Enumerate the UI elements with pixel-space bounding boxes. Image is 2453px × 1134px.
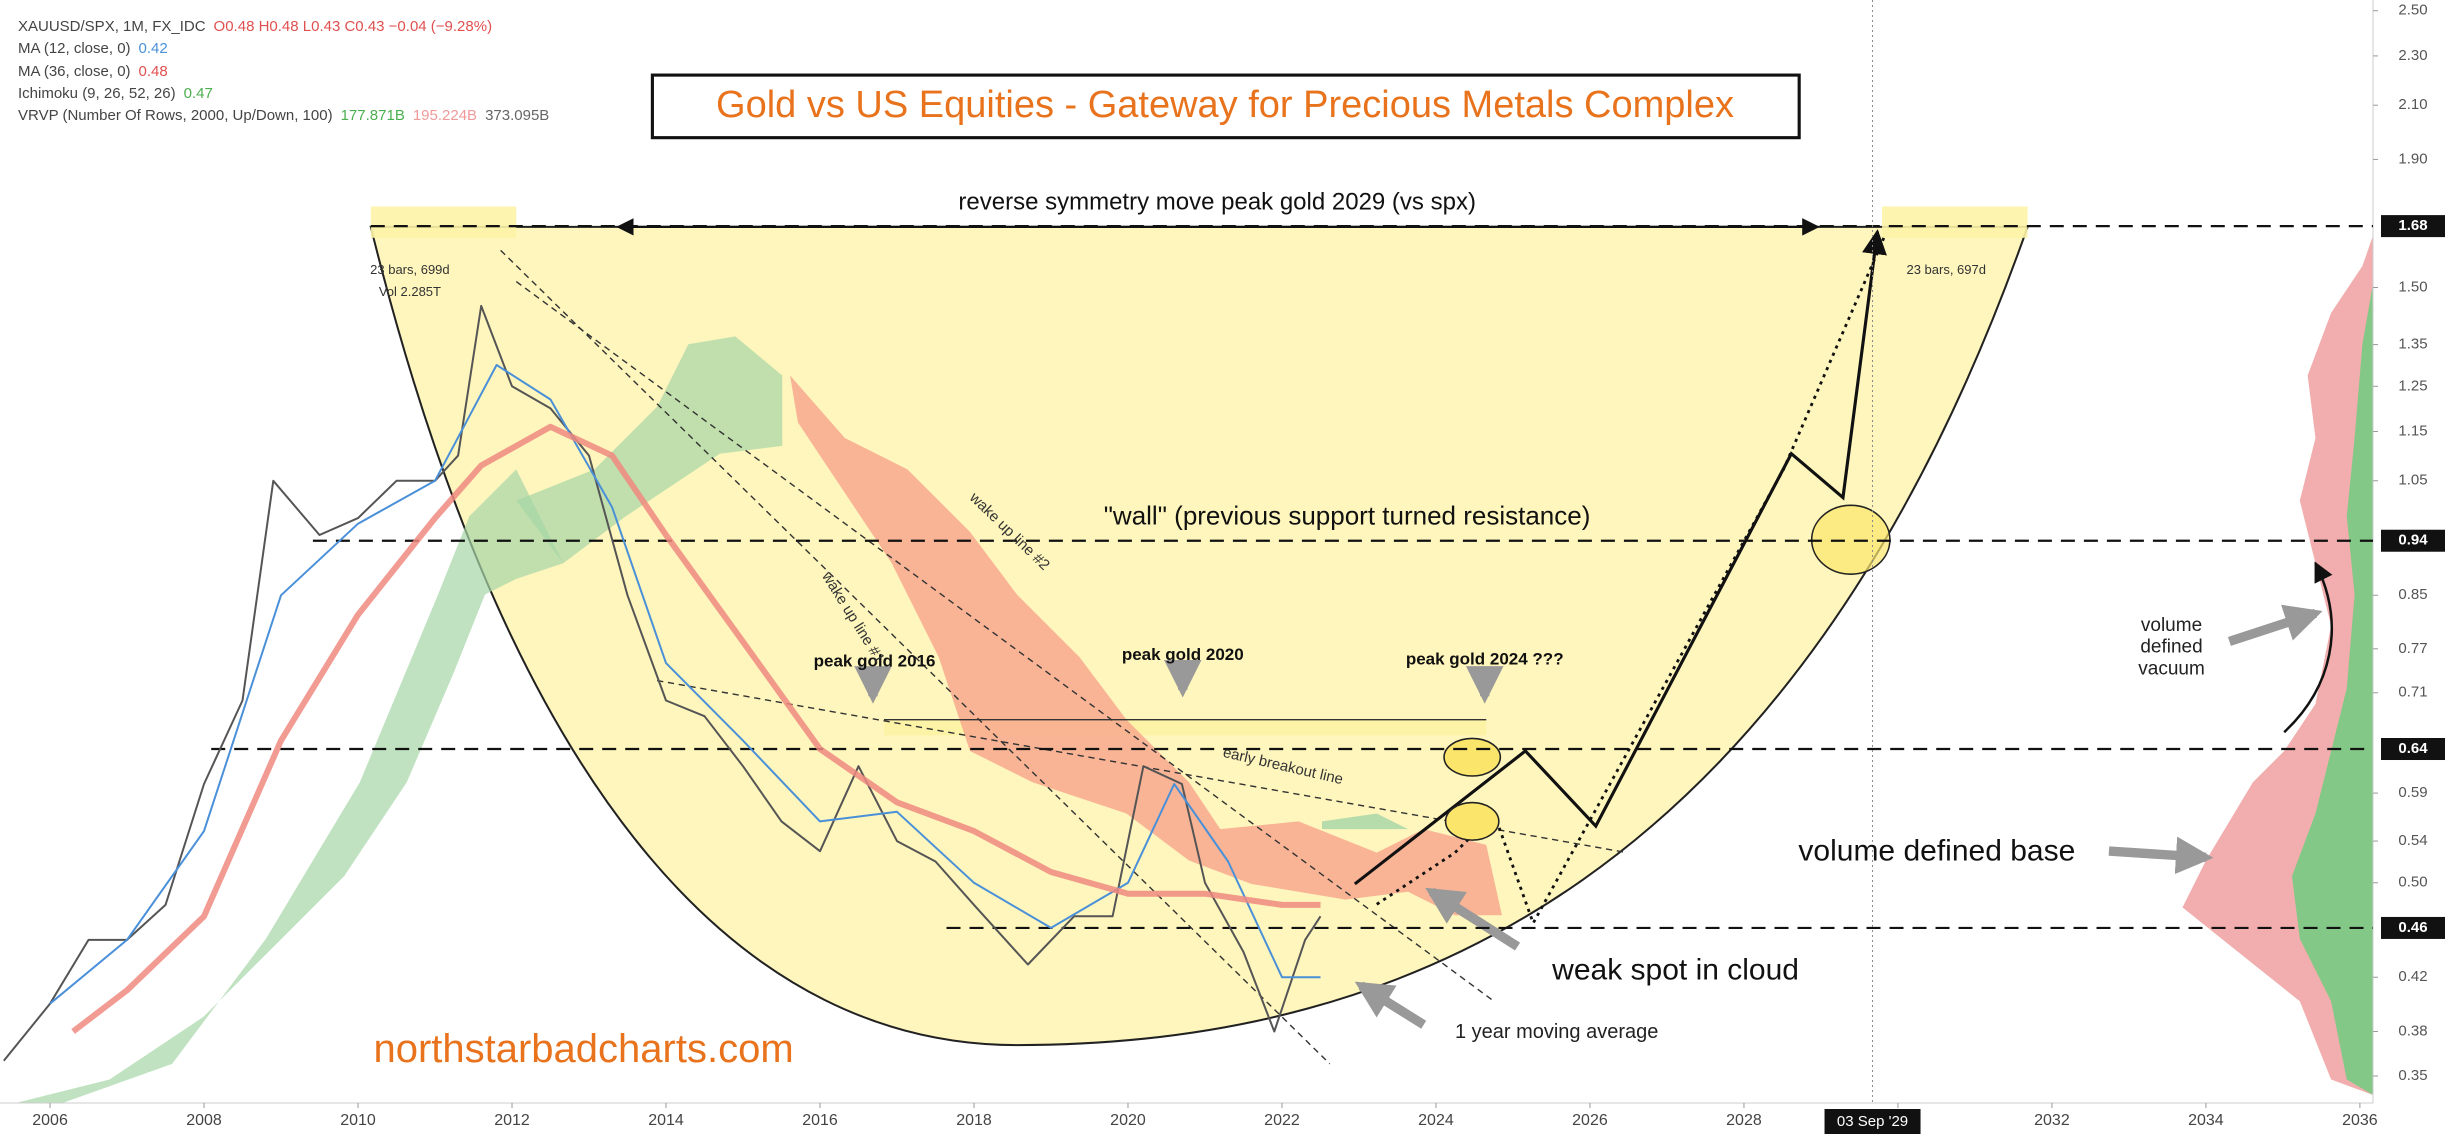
y-tick-label: 2.30: [2398, 47, 2427, 64]
y-tick-label: 0.54: [2398, 832, 2427, 849]
legend-reading: 0.42: [139, 40, 168, 57]
annotation: weak spot in cloud: [1551, 953, 1799, 986]
annotation: 23 bars, 697d: [1906, 262, 1986, 277]
x-tick-label: 2006: [32, 1112, 68, 1129]
legend-reading: 0.48: [139, 63, 168, 80]
x-tick-label: 2020: [1110, 1112, 1146, 1129]
legend-row: VRVP (Number Of Rows, 2000, Up/Down, 100…: [18, 107, 549, 124]
cursor-label: 03 Sep '29: [1837, 1113, 1908, 1130]
x-tick-label: 2014: [648, 1112, 684, 1129]
annotation: peak gold 2020: [1122, 645, 1244, 664]
annotation: 23 bars, 699d: [370, 262, 450, 277]
y-tick-label: 1.90: [2398, 150, 2427, 167]
pointer-arrows: [854, 604, 2323, 1029]
legend-row: XAUUSD/SPX, 1M, FX_IDC O0.48 H0.48 L0.43 …: [18, 18, 492, 35]
x-tick-label: 2016: [802, 1112, 838, 1129]
annotation: Vol 2.285T: [379, 284, 441, 299]
vacuum-arrow: [2283, 561, 2333, 734]
legend-reading: O0.48 H0.48 L0.43 C0.43 −0.04 (−9.28%): [214, 18, 493, 35]
level-label: 0.64: [2398, 740, 2428, 757]
x-tick-label: 2022: [1264, 1112, 1300, 1129]
volume-profile: [2182, 234, 2374, 1096]
x-tick-label: 2028: [1726, 1112, 1762, 1129]
x-tick-label: 2034: [2188, 1112, 2224, 1129]
green-cloud: [1322, 813, 1409, 830]
annotation: northstarbadcharts.com: [373, 1027, 793, 1071]
level-label: 0.46: [2398, 919, 2427, 936]
x-tick-label: 2032: [2034, 1112, 2070, 1129]
x-tick-label: 2018: [956, 1112, 992, 1129]
level-badge: [2381, 738, 2445, 761]
y-tick-label: 1.35: [2398, 336, 2427, 353]
level-badge: [2381, 215, 2445, 238]
y-tick-label: 0.42: [2398, 968, 2427, 985]
green-cloud: [516, 336, 783, 564]
chart-title: Gold vs US Equities - Gateway for Precio…: [716, 84, 1734, 126]
y-tick-label: 2.10: [2398, 96, 2427, 113]
legend-reading: 373.095B: [485, 107, 549, 124]
annotation: volume defined base: [1798, 835, 2075, 868]
y-tick-label: 0.50: [2398, 874, 2427, 891]
cup-top-left: [370, 206, 517, 238]
x-tick-label: 2010: [340, 1112, 376, 1129]
series-line: [71, 423, 1321, 1034]
y-tick-label: 0.77: [2398, 640, 2427, 657]
legend-name: MA (36, close, 0): [18, 63, 131, 80]
y-tick-label: 0.35: [2398, 1067, 2427, 1084]
level-label: 1.68: [2398, 217, 2427, 234]
y-tick-label: 1.15: [2398, 422, 2427, 439]
x-tick-label: 2036: [2342, 1112, 2378, 1129]
legend-name: VRVP (Number Of Rows, 2000, Up/Down, 100…: [18, 107, 333, 124]
annotation: defined: [2140, 637, 2202, 658]
cursor-badge: [1824, 1109, 1921, 1134]
layout: [15, 73, 2374, 1103]
highlight: [1443, 737, 1502, 777]
legend-row: MA (12, close, 0) 0.42: [18, 40, 168, 57]
legend-row: MA (36, close, 0) 0.48: [18, 63, 168, 80]
y-tick-label: 1.25: [2398, 377, 2427, 394]
legend-name: XAUUSD/SPX, 1M, FX_IDC: [18, 18, 206, 35]
y-tick-label: 1.50: [2398, 278, 2427, 295]
y-tick-label: 2.50: [2398, 2, 2427, 19]
legend-reading: 195.224B: [413, 107, 477, 124]
x-tick-label: 2024: [1418, 1112, 1454, 1129]
y-tick-label: 0.71: [2398, 684, 2427, 701]
level-label: 0.94: [2398, 532, 2428, 549]
legend-row: Ichimoku (9, 26, 52, 26) 0.47: [18, 85, 213, 102]
x-tick-label: 2012: [494, 1112, 530, 1129]
series-line: [3, 304, 1322, 1062]
annotation: "wall" (previous support turned resistan…: [1104, 501, 1591, 531]
level-badge: [2381, 916, 2445, 939]
highlight: [1444, 801, 1500, 841]
series-line: [49, 364, 1321, 1005]
annotation: vacuum: [2138, 659, 2205, 680]
legend-reading: 0.47: [184, 85, 213, 102]
green-cloud: [15, 469, 564, 1103]
projection: [1353, 229, 1887, 886]
annotation: peak gold 2024 ???: [1406, 650, 1564, 669]
cup-top-right: [1882, 206, 2028, 238]
y-tick-label: 0.38: [2398, 1022, 2427, 1039]
title-box: [650, 73, 1801, 140]
annotation: 1 year moving average: [1455, 1021, 1658, 1043]
y-tick-label: 0.59: [2398, 784, 2427, 801]
level-badge: [2381, 529, 2445, 552]
annotation: reverse symmetry move peak gold 2029 (vs…: [958, 189, 1476, 216]
annotation: peak gold 2016: [814, 651, 936, 670]
trend-lines: [500, 249, 1628, 1065]
y-tick-label: 0.85: [2398, 586, 2427, 603]
legend-reading: 177.871B: [341, 107, 405, 124]
legend-name: MA (12, close, 0): [18, 40, 131, 57]
y-tick-label: 1.05: [2398, 472, 2427, 489]
x-tick-label: 2008: [186, 1112, 222, 1129]
red-cloud: [790, 375, 1502, 916]
annotation: volume: [2141, 615, 2202, 636]
cup: [369, 225, 2030, 1047]
legend-name: Ichimoku (9, 26, 52, 26): [18, 85, 176, 102]
x-tick-label: 2026: [1572, 1112, 1608, 1129]
